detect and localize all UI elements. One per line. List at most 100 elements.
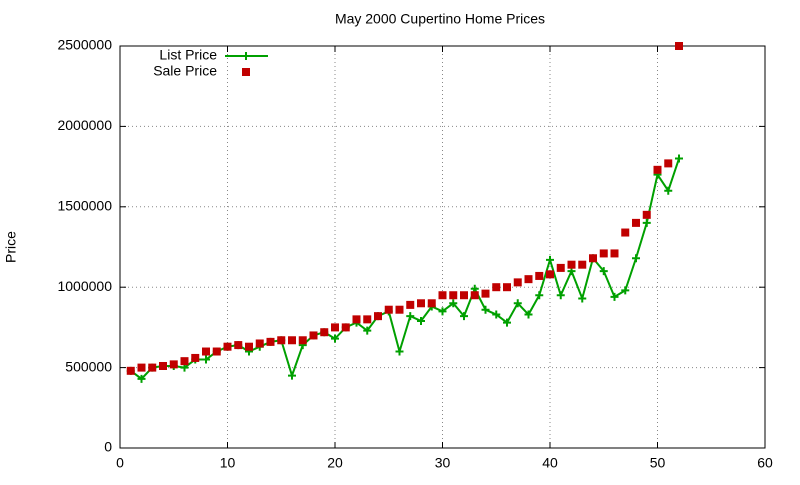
x-tick-label: 30 [435,455,451,471]
x-tick-label: 40 [542,455,558,471]
x-tick-label: 0 [116,455,124,471]
point-marker [288,336,296,345]
point-marker [266,337,275,346]
point-marker [599,249,608,258]
point-marker [320,328,329,337]
point-marker [309,331,318,340]
point-marker [212,347,221,356]
point-marker [406,300,415,309]
point-marker [556,263,565,272]
point-marker [395,347,404,356]
point-marker [245,342,253,351]
point-marker [621,228,630,237]
point-marker [481,305,490,314]
point-marker [363,315,372,324]
y-tick-label: 500000 [65,358,112,374]
point-marker [503,283,511,292]
point-marker [524,310,533,319]
point-marker [513,278,522,287]
point-marker [535,271,544,280]
point-marker [352,315,361,324]
point-marker [642,210,651,219]
point-marker [202,355,210,364]
point-marker [234,341,243,350]
y-axis-label: Price [3,231,19,263]
series-line [130,158,680,381]
point-marker [546,270,554,279]
point-marker [556,291,565,300]
point-marker [277,336,286,345]
point-marker [567,260,576,269]
point-marker [503,318,511,327]
point-marker [374,312,382,321]
point-marker [535,291,544,300]
chart-title: May 2000 Cupertino Home Prices [335,11,545,27]
point-marker [438,307,447,316]
point-marker [406,312,415,321]
point-marker [331,323,339,332]
point-marker [513,299,522,308]
point-marker [331,334,339,343]
point-marker [578,294,587,303]
x-tick-label: 20 [327,455,343,471]
point-marker [632,254,640,263]
point-marker [470,291,479,300]
point-marker [664,159,673,168]
point-marker [546,255,554,264]
point-marker [589,254,597,263]
point-marker [137,374,146,383]
point-marker [126,366,135,375]
point-marker [137,363,146,372]
y-tick-label: 0 [104,439,112,455]
point-marker [460,291,468,300]
legend-marker [242,68,250,76]
x-tick-label: 10 [220,455,236,471]
point-marker [255,339,264,348]
y-tick-label: 2000000 [57,117,112,133]
point-marker [159,361,167,370]
point-marker [460,312,468,321]
plot-frame [119,45,766,449]
point-marker [363,326,372,335]
point-marker [642,218,651,227]
point-marker [288,371,296,380]
legend-marker [242,52,250,60]
point-marker [610,292,619,301]
point-marker [492,283,501,292]
point-marker [223,342,232,351]
x-tick-label: 50 [650,455,666,471]
point-marker [417,299,425,308]
point-marker [664,186,673,195]
point-marker [395,305,404,314]
y-tick-label: 1000000 [57,278,112,294]
point-marker [578,260,587,269]
point-marker [449,291,458,300]
point-marker [524,275,533,284]
point-marker [481,289,490,298]
point-marker [653,165,662,174]
point-marker [417,316,425,325]
point-marker [341,323,350,332]
point-marker [599,267,608,276]
point-marker [148,363,157,372]
point-marker [180,357,189,366]
point-marker [610,249,619,258]
point-marker [438,291,447,300]
x-tick-label: 60 [757,455,773,471]
point-marker [632,218,640,227]
y-tick-label: 2500000 [57,37,112,53]
point-marker [675,154,683,163]
point-marker [492,310,501,319]
point-marker [191,353,200,362]
point-marker [298,336,307,345]
point-marker [169,360,178,369]
point-marker [384,305,393,314]
point-marker [449,299,458,308]
point-marker [621,286,630,295]
point-marker [675,42,683,50]
legend-label: Sale Price [153,63,217,79]
legend-label: List Price [159,47,217,63]
point-marker [427,299,436,308]
point-marker [202,347,210,356]
